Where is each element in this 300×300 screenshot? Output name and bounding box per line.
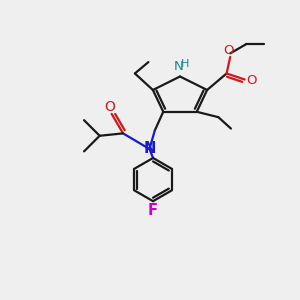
Text: O: O (246, 74, 256, 88)
Text: O: O (224, 44, 234, 57)
Text: N: N (143, 141, 156, 156)
Text: O: O (105, 100, 116, 114)
Text: F: F (148, 203, 158, 218)
Text: H: H (181, 59, 190, 70)
Text: N: N (174, 60, 183, 74)
